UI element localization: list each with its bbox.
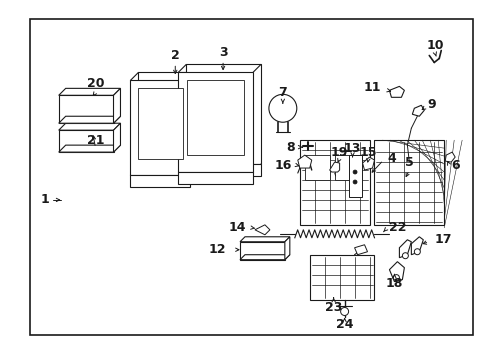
- Polygon shape: [388, 262, 404, 282]
- Polygon shape: [186, 64, 261, 164]
- Polygon shape: [329, 162, 339, 172]
- Circle shape: [352, 170, 356, 174]
- Text: 23: 23: [325, 301, 342, 314]
- Text: 16: 16: [274, 158, 291, 172]
- Polygon shape: [240, 255, 289, 260]
- Polygon shape: [59, 116, 120, 123]
- Text: 17: 17: [433, 233, 451, 246]
- Polygon shape: [187, 80, 244, 155]
- Text: 12: 12: [208, 243, 225, 256]
- Polygon shape: [186, 164, 261, 176]
- Polygon shape: [240, 237, 289, 242]
- Text: 10: 10: [426, 39, 443, 52]
- Text: 14: 14: [228, 221, 245, 234]
- Polygon shape: [285, 237, 289, 260]
- Circle shape: [413, 249, 420, 255]
- Polygon shape: [362, 157, 374, 170]
- Text: 13: 13: [343, 141, 361, 155]
- Text: 20: 20: [87, 77, 104, 90]
- Circle shape: [268, 94, 296, 122]
- Polygon shape: [59, 123, 120, 130]
- Text: 6: 6: [450, 158, 459, 172]
- Circle shape: [393, 275, 399, 280]
- Text: 21: 21: [87, 134, 104, 147]
- Text: 18: 18: [385, 277, 402, 290]
- Polygon shape: [410, 237, 423, 255]
- Circle shape: [352, 180, 356, 184]
- Polygon shape: [444, 152, 454, 162]
- Text: 4: 4: [386, 152, 395, 165]
- Text: 1: 1: [41, 193, 49, 206]
- Polygon shape: [130, 175, 190, 187]
- Bar: [348, 155, 361, 197]
- Circle shape: [340, 307, 348, 315]
- Text: 15: 15: [359, 145, 377, 159]
- Polygon shape: [113, 123, 120, 152]
- Polygon shape: [178, 172, 252, 184]
- Polygon shape: [354, 245, 367, 255]
- Bar: [309, 255, 374, 300]
- Polygon shape: [59, 88, 120, 95]
- Bar: [374, 140, 443, 225]
- Text: 2: 2: [170, 49, 179, 62]
- Text: 5: 5: [404, 156, 413, 168]
- Polygon shape: [411, 105, 424, 116]
- Polygon shape: [138, 72, 198, 167]
- Text: 9: 9: [427, 98, 435, 111]
- Polygon shape: [137, 88, 183, 159]
- Polygon shape: [59, 145, 120, 152]
- Text: 19: 19: [330, 145, 347, 159]
- Text: 22: 22: [388, 221, 406, 234]
- Polygon shape: [240, 242, 285, 260]
- Polygon shape: [130, 80, 190, 175]
- Text: 3: 3: [218, 46, 227, 59]
- Polygon shape: [138, 167, 198, 179]
- Bar: [299, 140, 369, 225]
- Text: 8: 8: [285, 141, 294, 154]
- Polygon shape: [178, 72, 252, 172]
- Text: 24: 24: [335, 318, 353, 331]
- Polygon shape: [254, 225, 269, 235]
- Polygon shape: [59, 130, 113, 152]
- Bar: [334, 155, 359, 180]
- Circle shape: [402, 253, 407, 259]
- Polygon shape: [113, 88, 120, 123]
- Polygon shape: [59, 95, 113, 123]
- Bar: [30, 19, 472, 336]
- Polygon shape: [388, 86, 404, 97]
- Text: 7: 7: [278, 86, 286, 99]
- Text: 11: 11: [363, 81, 381, 94]
- Polygon shape: [297, 155, 311, 168]
- Polygon shape: [399, 240, 410, 258]
- Bar: [304, 155, 329, 180]
